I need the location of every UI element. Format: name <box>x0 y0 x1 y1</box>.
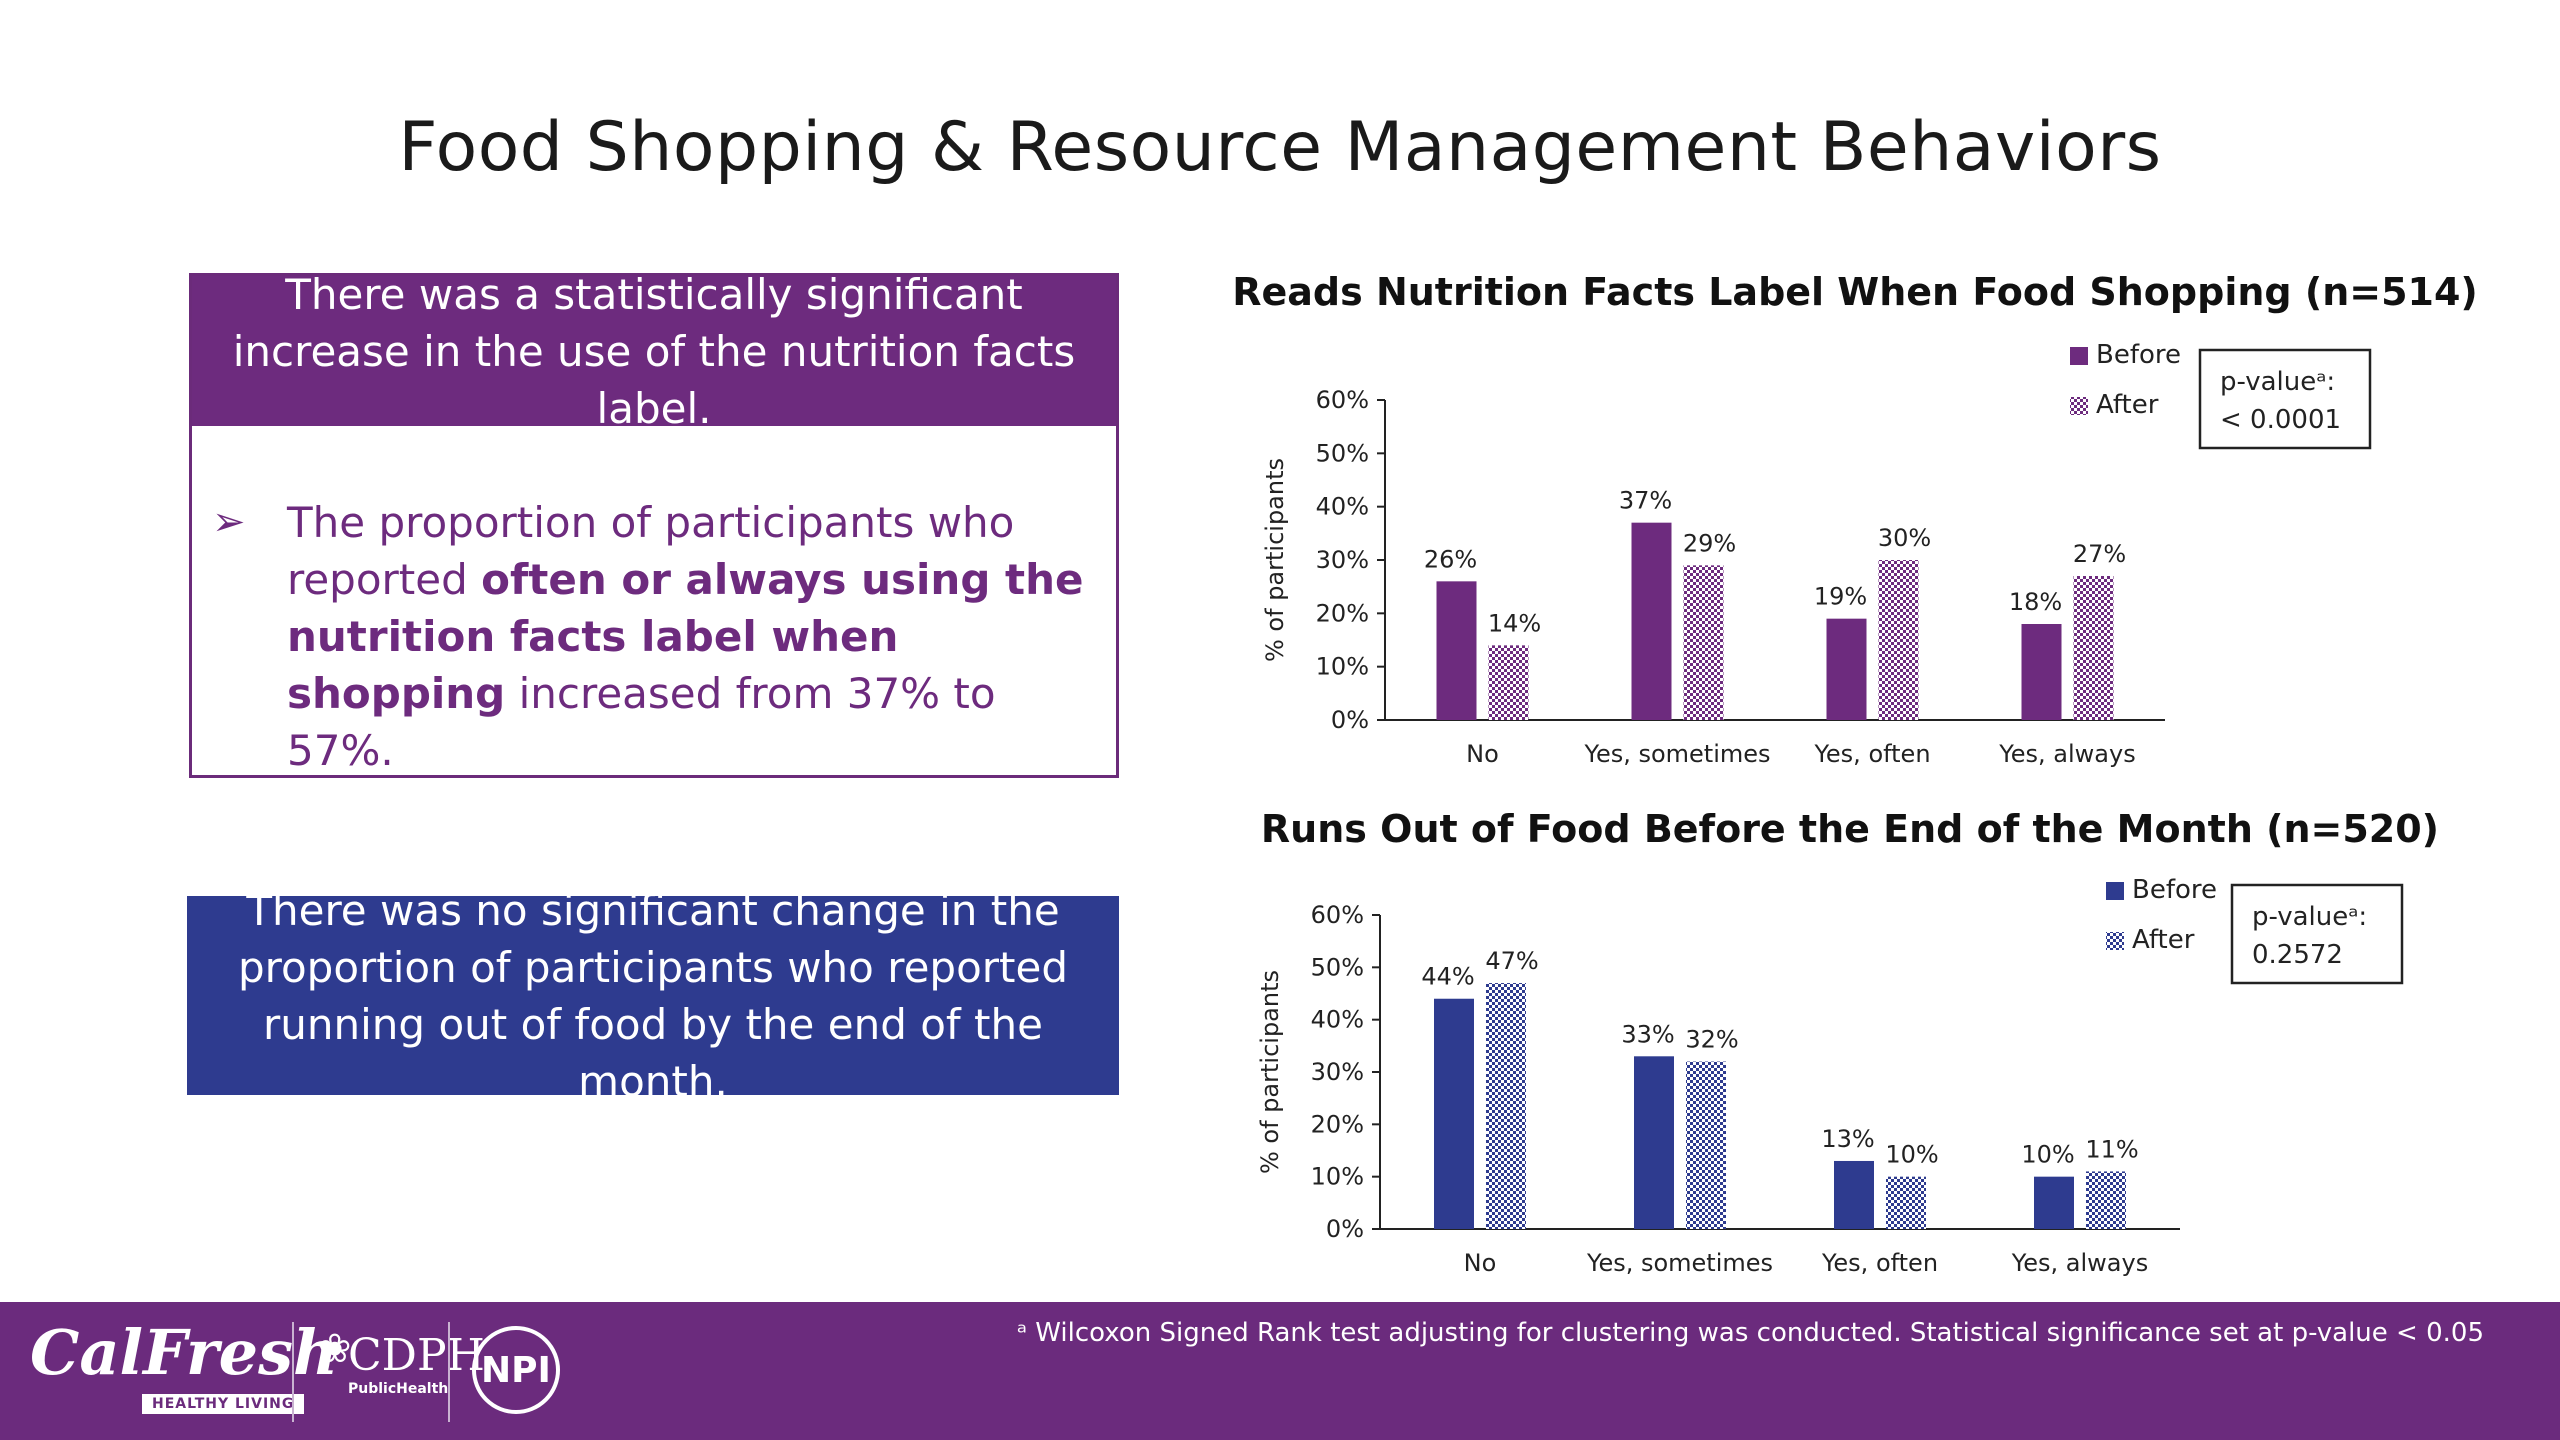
y-tick-label: 50% <box>1311 953 1364 981</box>
bar-before <box>2021 624 2062 720</box>
data-label: 11% <box>2085 1135 2138 1163</box>
legend-swatch <box>2070 397 2088 415</box>
y-tick-label: 50% <box>1316 439 1369 467</box>
pvalue-label: p-valueᵃ: <box>2252 902 2367 932</box>
legend-label: After <box>2096 390 2159 420</box>
pvalue-box <box>2230 883 2404 985</box>
logo-divider <box>448 1322 450 1422</box>
y-tick-label: 20% <box>1316 599 1369 627</box>
chart-svg: Reads Nutrition Facts Label When Food Sh… <box>1232 270 2478 768</box>
bar-after <box>2086 1171 2126 1229</box>
footnote: ᵃ Wilcoxon Signed Rank test adjusting fo… <box>1016 1318 2484 1348</box>
data-label: 27% <box>2073 540 2126 568</box>
pvalue-value: < 0.0001 <box>2220 405 2341 435</box>
nutrition-label-summary-header: There was a statistically significant in… <box>192 270 1116 433</box>
y-tick-label: 30% <box>1316 546 1369 574</box>
bar-after <box>1686 1061 1726 1229</box>
cdph-logo-sub: PublicHealth <box>348 1381 449 1397</box>
data-label: 19% <box>1814 583 1867 611</box>
legend-swatch <box>2106 932 2124 950</box>
arrow-bullet-icon: ➢ <box>212 499 246 545</box>
legend-swatch <box>2106 882 2124 900</box>
legend-label: After <box>2132 925 2195 955</box>
bar-before <box>1434 998 1474 1229</box>
bar-after <box>2073 576 2114 720</box>
npi-logo: NPI <box>472 1326 560 1414</box>
summary-bullet-text: The proportion of participants who repor… <box>287 494 1096 779</box>
summary-text-after: increased from 37% to 57%. <box>287 669 996 775</box>
nutrition-label-summary-box: There was a statistically significant in… <box>189 270 1119 779</box>
bar-after <box>1486 983 1526 1229</box>
y-tick-label: 0% <box>1326 1215 1364 1243</box>
bar-before <box>1634 1056 1674 1229</box>
bar-before <box>1436 581 1477 720</box>
page-title: Food Shopping & Resource Management Beha… <box>398 108 2162 187</box>
cdph-logo: ❀ CDPH PublicHealth <box>318 1326 485 1397</box>
legend-label: Before <box>2096 340 2181 370</box>
bar-after <box>1886 1176 1926 1229</box>
data-label: 18% <box>2009 588 2062 616</box>
y-tick-label: 10% <box>1311 1163 1364 1191</box>
x-tick-label: Yes, sometimes <box>1586 1249 1773 1277</box>
data-label: 10% <box>1885 1141 1938 1169</box>
calfresh-logo: CalFresh HEALTHY LIVING <box>30 1316 339 1414</box>
runs-out-of-food-chart: Runs Out of Food Before the End of the M… <box>1240 792 2439 1302</box>
calfresh-logo-text: CalFresh <box>30 1316 339 1389</box>
x-tick-label: Yes, always <box>1998 740 2135 768</box>
legend-swatch <box>2070 347 2088 365</box>
y-tick-label: 0% <box>1331 706 1369 734</box>
y-tick-label: 10% <box>1316 653 1369 681</box>
bar-after <box>1683 565 1724 720</box>
logo-divider <box>292 1322 294 1422</box>
data-label: 30% <box>1878 524 1931 552</box>
bar-before <box>1631 522 1672 720</box>
pvalue-label: p-valueᵃ: <box>2220 367 2335 397</box>
bar-after <box>1878 560 1919 720</box>
y-tick-label: 60% <box>1316 386 1369 414</box>
data-label: 47% <box>1485 947 1538 975</box>
footer-bar: CalFresh HEALTHY LIVING ❀ CDPH PublicHea… <box>0 1302 2560 1440</box>
data-label: 29% <box>1683 529 1736 557</box>
x-tick-label: Yes, often <box>1821 1249 1938 1277</box>
y-tick-label: 60% <box>1311 901 1364 929</box>
data-label: 33% <box>1621 1020 1674 1048</box>
pvalue-box <box>2198 348 2372 450</box>
nutrition-label-summary-body: ➢ The proportion of participants who rep… <box>212 494 1096 779</box>
bar-before <box>1826 618 1867 720</box>
data-label: 26% <box>1424 545 1477 573</box>
calfresh-logo-tag: HEALTHY LIVING <box>142 1394 305 1414</box>
x-tick-label: Yes, often <box>1813 740 1930 768</box>
bar-before <box>1834 1160 1874 1229</box>
cdph-figure-icon: ❀ <box>318 1326 352 1372</box>
x-tick-label: No <box>1466 740 1499 768</box>
y-tick-label: 40% <box>1311 1006 1364 1034</box>
x-tick-label: Yes, sometimes <box>1583 740 1770 768</box>
summary-text-bold: often or always using the nutrition fact… <box>287 555 1084 718</box>
data-label: 14% <box>1488 609 1541 637</box>
data-label: 32% <box>1685 1026 1738 1054</box>
x-tick-label: No <box>1464 1249 1497 1277</box>
bar-after <box>1488 645 1529 720</box>
data-label: 37% <box>1619 487 1672 515</box>
chart-title: Reads Nutrition Facts Label When Food Sh… <box>1232 270 2478 314</box>
y-axis-label: % of participants <box>1256 970 1284 1174</box>
chart-svg: Runs Out of Food Before the End of the M… <box>1256 807 2439 1277</box>
y-tick-label: 40% <box>1316 493 1369 521</box>
data-label: 10% <box>2021 1141 2074 1169</box>
summary-text-before: The proportion of participants who repor… <box>287 498 1015 604</box>
nutrition-label-chart: Reads Nutrition Facts Label When Food Sh… <box>1232 255 2478 768</box>
food-runout-summary-box: There was no significant change in the p… <box>187 886 1119 1106</box>
x-tick-label: Yes, always <box>2011 1249 2148 1277</box>
data-label: 44% <box>1421 963 1474 991</box>
y-axis-label: % of participants <box>1261 458 1289 662</box>
data-label: 13% <box>1821 1125 1874 1153</box>
bar-before <box>2034 1176 2074 1229</box>
chart-title: Runs Out of Food Before the End of the M… <box>1261 807 2439 851</box>
y-tick-label: 20% <box>1311 1110 1364 1138</box>
y-tick-label: 30% <box>1311 1058 1364 1086</box>
legend-label: Before <box>2132 875 2217 905</box>
cdph-logo-text: CDPH <box>348 1330 485 1381</box>
pvalue-value: 0.2572 <box>2252 940 2343 970</box>
